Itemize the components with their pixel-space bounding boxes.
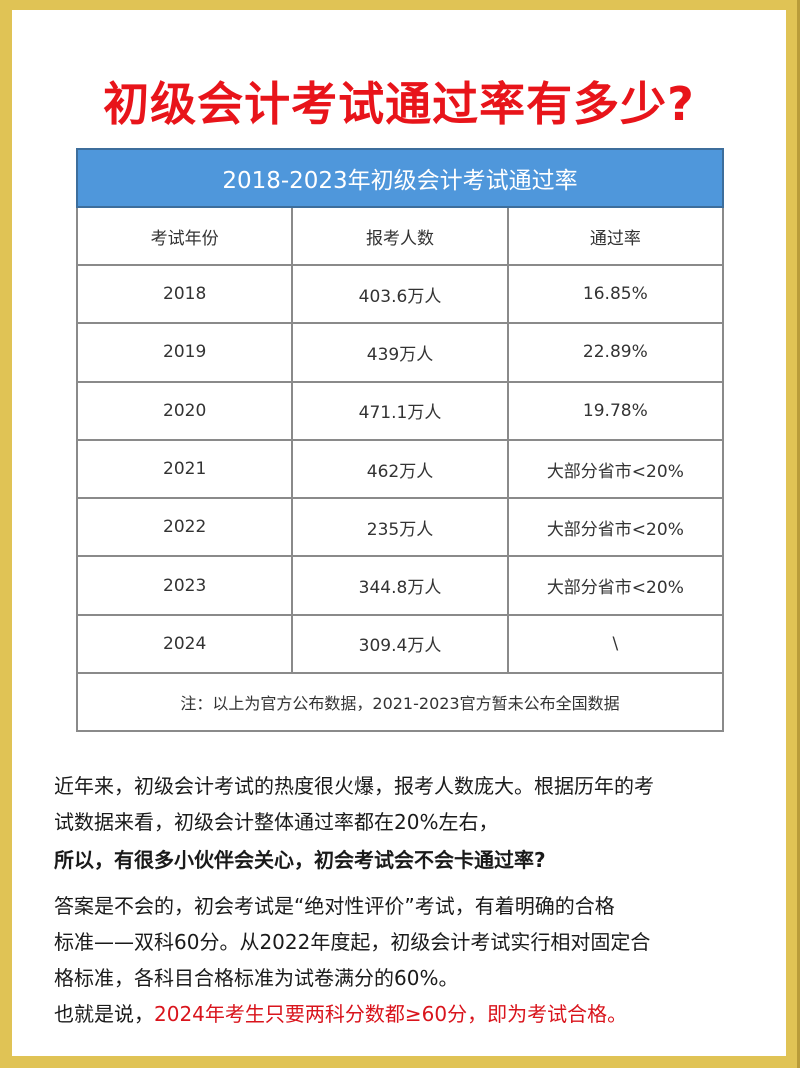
- content-card: 初级会计考试通过率有多少? 2018-2023年初级会计考试通过率 考试年份 报…: [12, 10, 786, 1056]
- cell-pass-rate: 16.85%: [506, 263, 725, 325]
- page-title: 初级会计考试通过率有多少?: [103, 77, 695, 131]
- cell-applicants: 344.8万人: [291, 555, 509, 616]
- column-header-applicants: 报考人数: [291, 206, 509, 266]
- column-header-pass-rate: 通过率: [506, 206, 725, 266]
- table-row: 2020 471.1万人 19.78%: [75, 380, 725, 441]
- cell-applicants: 471.1万人: [291, 380, 509, 441]
- cell-pass-rate: 22.89%: [506, 322, 725, 383]
- conclusion-highlight: 2024年考生只要两科分数都≥60分，即为考试合格。: [154, 1002, 628, 1026]
- frame-edge: [797, 0, 800, 1068]
- table-header-row: 考试年份 报考人数 通过率: [75, 206, 725, 266]
- table-note: 注：以上为官方公布数据，2021-2023官方暂未公布全国数据: [76, 672, 724, 733]
- cell-year: 2019: [75, 322, 294, 383]
- table-row: 2021 462万人 大部分省市<20%: [75, 438, 725, 500]
- cell-pass-rate: 大部分省市<20%: [506, 555, 725, 616]
- conclusion-line: 也就是说，2024年考生只要两科分数都≥60分，即为考试合格。: [54, 996, 754, 1032]
- cell-pass-rate: \: [506, 613, 725, 675]
- cell-year: 2023: [75, 555, 294, 616]
- column-header-year: 考试年份: [75, 206, 294, 266]
- intro-line-2: 试数据来看，初级会计整体通过率都在20%左右，: [54, 810, 499, 834]
- cell-applicants: 403.6万人: [291, 263, 509, 325]
- answer-line-1: 答案是不会的，初会考试是“绝对性评价”考试，有着明确的合格: [54, 894, 615, 918]
- cell-applicants: 462万人: [291, 438, 509, 500]
- conclusion-prefix: 也就是说，: [54, 1002, 154, 1026]
- table-row: 2018 403.6万人 16.85%: [75, 263, 725, 325]
- cell-year: 2020: [75, 380, 294, 441]
- table-row: 2019 439万人 22.89%: [75, 322, 725, 383]
- cell-applicants: 309.4万人: [291, 613, 509, 675]
- table-caption: 2018-2023年初级会计考试通过率: [76, 148, 724, 208]
- cell-pass-rate: 19.78%: [506, 380, 725, 441]
- cell-year: 2021: [75, 438, 294, 500]
- cell-year: 2022: [75, 497, 294, 558]
- answer-line-3: 格标准，各科目合格标准为试卷满分的60%。: [54, 966, 459, 990]
- cell-applicants: 439万人: [291, 322, 509, 383]
- answer-paragraph: 答案是不会的，初会考试是“绝对性评价”考试，有着明确的合格 标准——双科60分。…: [54, 888, 754, 1032]
- table-note-row: 注：以上为官方公布数据，2021-2023官方暂未公布全国数据: [76, 672, 724, 733]
- pass-rate-table: 2018-2023年初级会计考试通过率 考试年份 报考人数 通过率 2018 4…: [75, 148, 725, 733]
- question-heading: 所以，有很多小伙伴会关心，初会考试会不会卡通过率?: [54, 848, 546, 872]
- table-row: 2024 309.4万人 \: [75, 613, 725, 675]
- cell-applicants: 235万人: [291, 497, 509, 558]
- intro-line-1: 近年来，初级会计考试的热度很火爆，报考人数庞大。根据历年的考: [54, 774, 654, 798]
- intro-paragraph: 近年来，初级会计考试的热度很火爆，报考人数庞大。根据历年的考 试数据来看，初级会…: [54, 768, 754, 840]
- cell-year: 2024: [75, 613, 294, 675]
- table-row: 2022 235万人 大部分省市<20%: [75, 497, 725, 558]
- cell-pass-rate: 大部分省市<20%: [506, 497, 725, 558]
- cell-year: 2018: [75, 263, 294, 325]
- answer-line-2: 标准——双科60分。从2022年度起，初级会计考试实行相对固定合: [54, 930, 651, 954]
- cell-pass-rate: 大部分省市<20%: [506, 438, 725, 500]
- table-row: 2023 344.8万人 大部分省市<20%: [75, 555, 725, 616]
